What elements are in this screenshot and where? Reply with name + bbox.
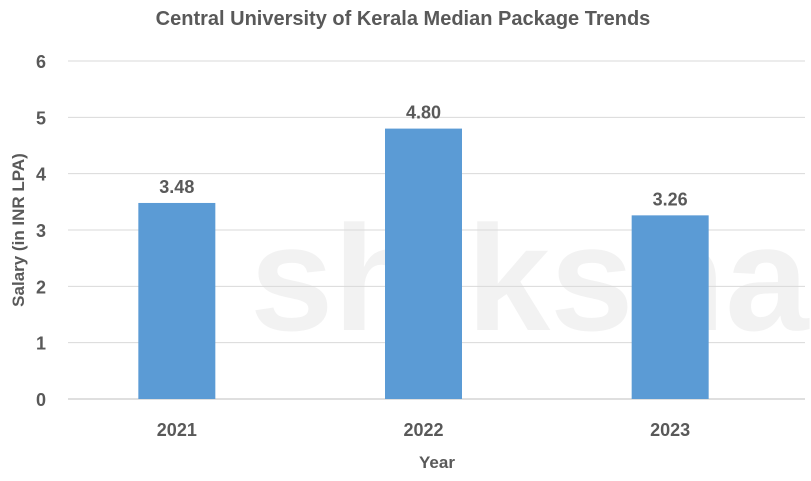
x-tick-label: 2023: [650, 420, 690, 440]
y-tick-label: 4: [36, 165, 46, 185]
y-axis-label: Salary (in INR LPA): [9, 153, 28, 307]
y-tick-label: 6: [36, 52, 46, 72]
watermark: shiksha: [250, 194, 810, 362]
y-tick-label: 0: [36, 390, 46, 410]
data-label: 3.48: [159, 177, 194, 197]
x-tick-label: 2022: [403, 420, 443, 440]
y-tick-label: 3: [36, 221, 46, 241]
y-tick-label: 1: [36, 334, 46, 354]
bar-2022: [385, 128, 462, 399]
data-label: 3.26: [653, 189, 688, 209]
data-label: 4.80: [406, 103, 441, 123]
x-axis-label: Year: [419, 453, 455, 472]
chart-title: Central University of Kerala Median Pack…: [156, 8, 651, 30]
x-tick-label: 2021: [157, 420, 197, 440]
bar-2023: [631, 215, 709, 399]
bar-2021: [138, 202, 216, 399]
y-tick-label: 2: [36, 277, 46, 297]
y-tick-label: 5: [36, 108, 46, 128]
